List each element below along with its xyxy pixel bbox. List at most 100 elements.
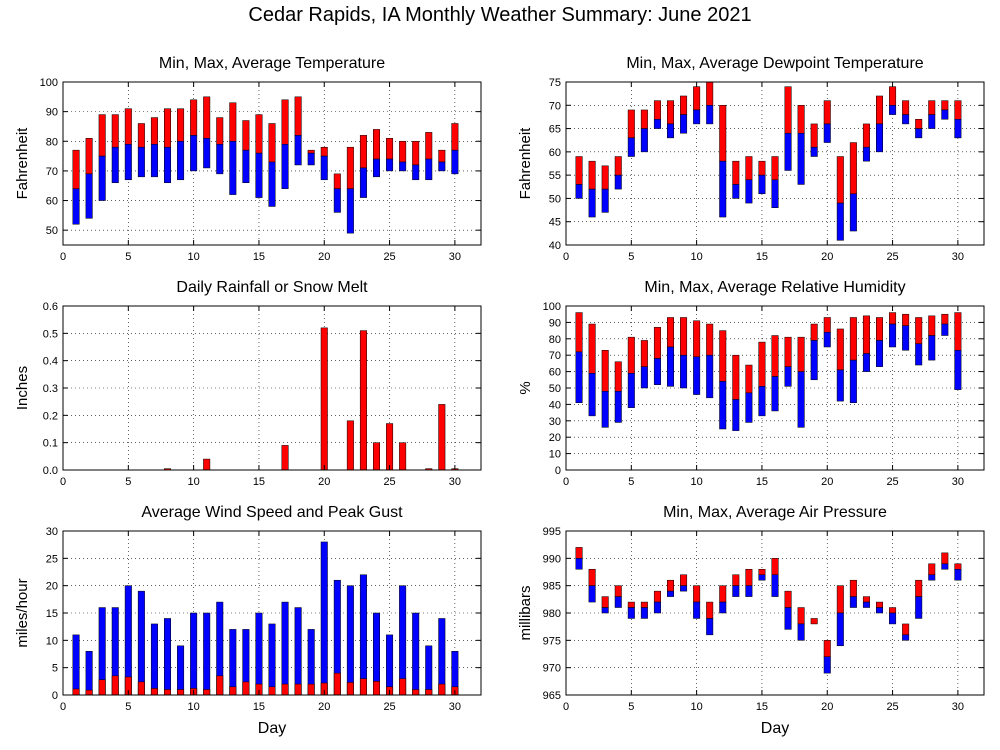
dewpoint-min-bar — [614, 174, 622, 190]
dewpoint-min-bar — [797, 132, 805, 185]
humidity-xtick-label: 20 — [821, 476, 833, 488]
pressure-xlabel: Day — [761, 720, 789, 737]
dewpoint-max-bar — [954, 100, 962, 120]
dewpoint-max-bar — [784, 86, 792, 134]
pressure-ytick-label: 965 — [543, 690, 561, 702]
humidity-min-bar — [588, 372, 596, 417]
dewpoint-max-bar — [627, 109, 635, 139]
dewpoint-max-bar — [823, 100, 831, 125]
temperature-xtick-label: 5 — [125, 251, 131, 263]
humidity-panel: 0 10 20 30 40 50 60 70 80 90 100 0 5 10 15 20 25 30 Min, M… — [517, 279, 985, 488]
rainfall-xtick-label: 5 — [125, 476, 131, 488]
dewpoint-xtick-label: 30 — [952, 251, 964, 263]
rainfall-ytick-label: 0.6 — [43, 301, 58, 313]
humidity-ytick-label: 60 — [549, 367, 561, 379]
pressure-min-bar — [614, 596, 622, 608]
humidity-min-bar — [849, 359, 857, 404]
dewpoint-max-bar — [915, 119, 923, 129]
dewpoint-min-bar — [836, 202, 844, 241]
rainfall-xtick-label: 10 — [188, 476, 200, 488]
rainfall-ytick-label: 0.5 — [43, 328, 58, 340]
dewpoint-max-bar — [653, 100, 661, 120]
wind-avg-bar — [399, 678, 407, 696]
wind-avg-bar — [359, 678, 367, 696]
wind-gust-bar — [425, 645, 433, 696]
pressure-min-bar — [797, 623, 805, 641]
humidity-max-bar — [954, 312, 962, 351]
humidity-ytick-label: 0 — [555, 465, 561, 477]
dewpoint-xtick-label: 20 — [821, 251, 833, 263]
humidity-ytick-label: 80 — [549, 334, 561, 346]
temperature-min-bar — [359, 167, 367, 198]
pressure-min-bar — [849, 596, 857, 608]
wind-gust-bar — [164, 618, 171, 696]
pressure-max-bar — [954, 563, 962, 570]
pressure-max-bar — [614, 585, 622, 597]
temperature-max-bar — [412, 141, 420, 166]
pressure-min-bar — [876, 607, 883, 614]
wind-avg-bar — [203, 689, 211, 696]
humidity-min-bar — [640, 366, 648, 389]
humidity-max-bar — [771, 335, 779, 377]
humidity-max-bar — [693, 320, 701, 358]
dewpoint-ytick-label: 75 — [549, 77, 561, 89]
temperature-max-bar — [177, 108, 185, 142]
temperature-min-bar — [242, 149, 250, 184]
humidity-max-bar — [640, 340, 648, 367]
pressure-title: Min, Max, Average Air Pressure — [663, 504, 887, 521]
humidity-xtick-label: 5 — [628, 476, 634, 488]
humidity-max-bar — [667, 317, 674, 348]
rainfall-xtick-label: 0 — [60, 476, 66, 488]
pressure-min-bar — [627, 607, 635, 619]
pressure-ytick-label: 995 — [543, 526, 561, 538]
pressure-max-bar — [876, 601, 883, 608]
humidity-min-bar — [954, 350, 962, 390]
dewpoint-xtick-label: 5 — [628, 251, 634, 263]
wind-ytick-label: 30 — [46, 526, 58, 538]
humidity-min-bar — [575, 351, 583, 404]
pressure-max-bar — [823, 640, 831, 657]
pressure-min-bar — [732, 585, 740, 597]
wind-xtick-label: 15 — [253, 701, 265, 713]
dewpoint-ytick-label: 40 — [549, 240, 561, 252]
humidity-max-bar — [745, 364, 753, 394]
rainfall-bar — [320, 327, 328, 471]
dewpoint-max-bar — [836, 156, 844, 204]
dewpoint-max-bar — [719, 105, 727, 162]
temperature-max-bar — [150, 117, 158, 145]
pressure-max-bar — [784, 590, 792, 608]
wind-avg-bar — [164, 689, 171, 696]
pressure-min-bar — [706, 618, 714, 636]
pressure-min-bar — [771, 574, 779, 597]
temperature-xtick-label: 30 — [449, 251, 461, 263]
pressure-max-bar — [732, 574, 740, 586]
dewpoint-ytick-label: 70 — [549, 100, 561, 112]
temperature-min-bar — [85, 173, 93, 219]
wind-avg-bar — [294, 683, 302, 696]
dewpoint-max-bar — [575, 156, 583, 185]
temperature-ytick-label: 60 — [46, 196, 58, 208]
humidity-xtick-label: 0 — [563, 476, 569, 488]
temperature-max-bar — [111, 114, 119, 148]
pressure-max-bar — [836, 585, 844, 614]
dewpoint-xtick-label: 25 — [886, 251, 898, 263]
humidity-max-bar — [902, 313, 910, 326]
dewpoint-min-bar — [575, 184, 583, 199]
rainfall-bar — [203, 458, 211, 471]
wind-avg-bar — [242, 681, 250, 696]
dewpoint-ytick-label: 60 — [549, 147, 561, 159]
pressure-min-bar — [745, 585, 753, 597]
pressure-min-bar — [902, 634, 910, 641]
wind-avg-bar — [150, 688, 158, 696]
wind-ylabel: miles/hour — [14, 578, 31, 647]
humidity-ytick-label: 40 — [549, 399, 561, 411]
pressure-min-bar — [588, 585, 596, 603]
pressure-max-bar — [667, 579, 674, 592]
rainfall-bar — [281, 445, 289, 471]
humidity-min-bar — [810, 340, 818, 381]
humidity-max-bar — [797, 336, 805, 372]
temperature-max-bar — [85, 138, 93, 175]
wind-gust-bar — [386, 634, 394, 696]
pressure-ytick-label: 975 — [543, 635, 561, 647]
